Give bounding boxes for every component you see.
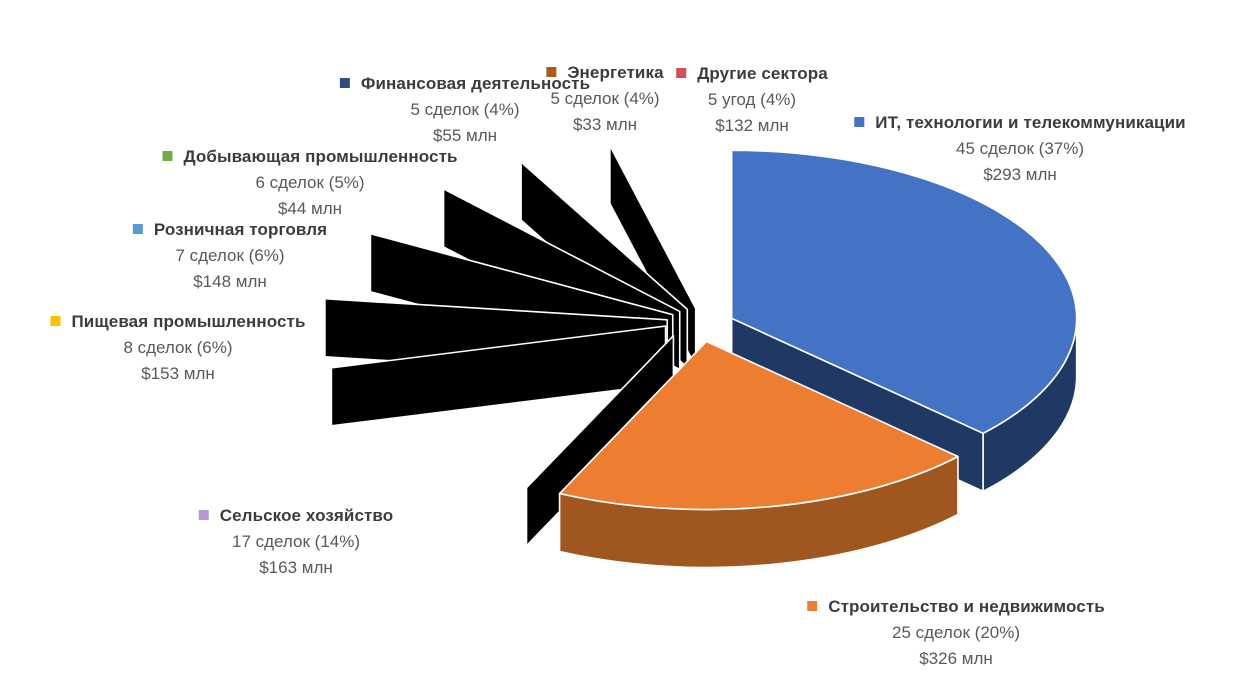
slice-deals: 45 сделок (37%) xyxy=(955,139,1084,158)
slice-deals: 6 сделок (5%) xyxy=(255,173,365,192)
slice-name: Финансовая деятельность xyxy=(360,74,591,93)
pie-slice-construction-real-estate[interactable] xyxy=(558,340,959,569)
slice-deals: 5 сделок (4%) xyxy=(410,100,520,119)
slice-deals: 8 сделок (6%) xyxy=(123,338,233,357)
slice-name: Сельское хозяйство xyxy=(219,506,394,525)
slice-name: Строительство и недвижимость xyxy=(828,597,1105,616)
slice-label-title: Энергетика xyxy=(546,60,664,86)
legend-marker-icon xyxy=(198,510,209,520)
legend-marker-icon xyxy=(132,224,143,234)
slice-value: $326 млн xyxy=(919,649,993,668)
legend-marker-icon xyxy=(676,68,687,78)
slice-value: $44 млн xyxy=(277,199,343,218)
slice-label-title: Строительство и недвижимость xyxy=(807,594,1105,620)
slice-value: $148 млн xyxy=(193,272,267,291)
legend-marker-icon xyxy=(339,78,350,88)
slice-label-title: Пищевая промышленность xyxy=(50,309,305,335)
slice-name: Энергетика xyxy=(567,63,664,82)
slice-value: $293 млн xyxy=(983,165,1057,184)
legend-marker-icon xyxy=(546,67,557,77)
slice-value: $55 млн xyxy=(432,126,498,145)
pie-slice-face xyxy=(558,340,959,511)
slice-label-title: Розничная торговля xyxy=(132,217,328,243)
slice-name: Добывающая промышленность xyxy=(183,147,458,166)
slice-deals: 5 сделок (4%) xyxy=(550,89,660,108)
slice-value: $163 млн xyxy=(259,558,333,577)
slice-deals: 25 сделок (20%) xyxy=(891,623,1021,642)
legend-marker-icon xyxy=(854,117,865,127)
slice-label-other-sectors: Другие сектора 5 угод (4%) $132 млн xyxy=(676,61,828,139)
legend-marker-icon xyxy=(807,601,818,611)
slice-label-agriculture: Сельское хозяйство 17 сделок (14%) $163 … xyxy=(198,503,394,581)
slice-label-retail: Розничная торговля 7 сделок (6%) $148 мл… xyxy=(132,217,328,295)
legend-marker-icon xyxy=(162,151,173,161)
slice-label-title: Другие сектора xyxy=(676,61,828,87)
slice-name: Другие сектора xyxy=(697,64,828,83)
slice-deals: 7 сделок (6%) xyxy=(175,246,285,265)
slice-label-energy: Энергетика 5 сделок (4%) $33 млн xyxy=(546,60,664,138)
slice-deals: 5 угод (4%) xyxy=(707,90,797,109)
slice-name: Розничная торговля xyxy=(153,220,328,239)
legend-marker-icon xyxy=(50,316,61,326)
slice-label-finance: Финансовая деятельность 5 сделок (4%) $5… xyxy=(339,71,591,149)
slice-label-it-telecom: ИТ, технологии и телекоммуникации 45 сде… xyxy=(854,110,1186,188)
slice-name: Пищевая промышленность xyxy=(71,312,306,331)
slice-label-title: ИТ, технологии и телекоммуникации xyxy=(854,110,1186,136)
slice-value: $132 млн xyxy=(715,116,789,135)
slice-value: $33 млн xyxy=(572,115,638,134)
slice-name: ИТ, технологии и телекоммуникации xyxy=(875,113,1186,132)
slice-label-title: Сельское хозяйство xyxy=(198,503,394,529)
slice-label-construction: Строительство и недвижимость 25 сделок (… xyxy=(807,594,1105,672)
slice-value: $153 млн xyxy=(141,364,215,383)
slice-label-food-industry: Пищевая промышленность 8 сделок (6%) $15… xyxy=(50,309,305,387)
slice-deals: 17 сделок (14%) xyxy=(231,532,360,551)
pie-slice-face xyxy=(730,149,1078,435)
slice-label-mining: Добывающая промышленность 6 сделок (5%) … xyxy=(162,144,457,222)
slice-label-title: Финансовая деятельность xyxy=(339,71,591,97)
slice-label-title: Добывающая промышленность xyxy=(162,144,457,170)
